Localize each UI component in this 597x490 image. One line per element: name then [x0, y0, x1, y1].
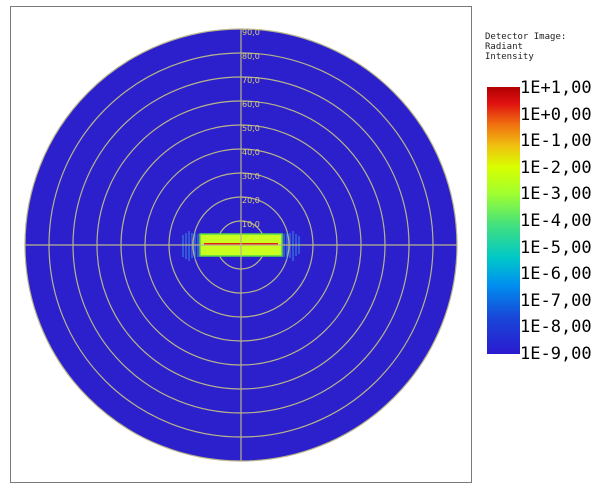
colorbar-label: 1E-7,00 [520, 290, 592, 311]
ring-label: 50,0 [242, 124, 260, 133]
plot-frame: 90,0 80,0 70,0 60,0 50,0 40,0 30,0 20,0 … [10, 6, 472, 483]
ring-label: 30,0 [242, 172, 260, 181]
colorbar-label: 1E-9,00 [520, 343, 592, 364]
colorbar-label: 1E+1,00 [520, 78, 592, 98]
colorbar-label: 1E-2,00 [520, 157, 592, 178]
colorbar-label: 1E-5,00 [520, 237, 592, 258]
colorbar-label: 1E-1,00 [520, 131, 592, 152]
ring-label: 70,0 [242, 76, 260, 85]
legend-title: Detector Image: Radiant Intensity [485, 32, 567, 62]
colorbar-label: 1E-3,00 [520, 184, 592, 205]
colorbar-labels: 1E+1,00 1E+0,00 1E-1,00 1E-2,00 1E-3,00 … [520, 80, 592, 373]
scatter-halo [182, 231, 300, 261]
ring-label: 80,0 [242, 52, 260, 61]
colorbar-label: 1E-6,00 [520, 264, 592, 285]
colorbar-label: 1E-8,00 [520, 317, 592, 338]
polar-detector-image: 90,0 80,0 70,0 60,0 50,0 40,0 30,0 20,0 … [24, 28, 458, 462]
ring-label: 90,0 [242, 28, 260, 37]
ring-label: 20,0 [242, 196, 260, 205]
ring-label: 10,0 [242, 220, 260, 229]
ring-label: 60,0 [242, 100, 260, 109]
ring-label: 40,0 [242, 148, 260, 157]
ring-labels: 90,0 80,0 70,0 60,0 50,0 40,0 30,0 20,0 … [242, 28, 260, 229]
colorbar [487, 87, 520, 354]
colorbar-label: 1E-4,00 [520, 210, 592, 231]
colorbar-label: 1E+0,00 [520, 104, 592, 125]
